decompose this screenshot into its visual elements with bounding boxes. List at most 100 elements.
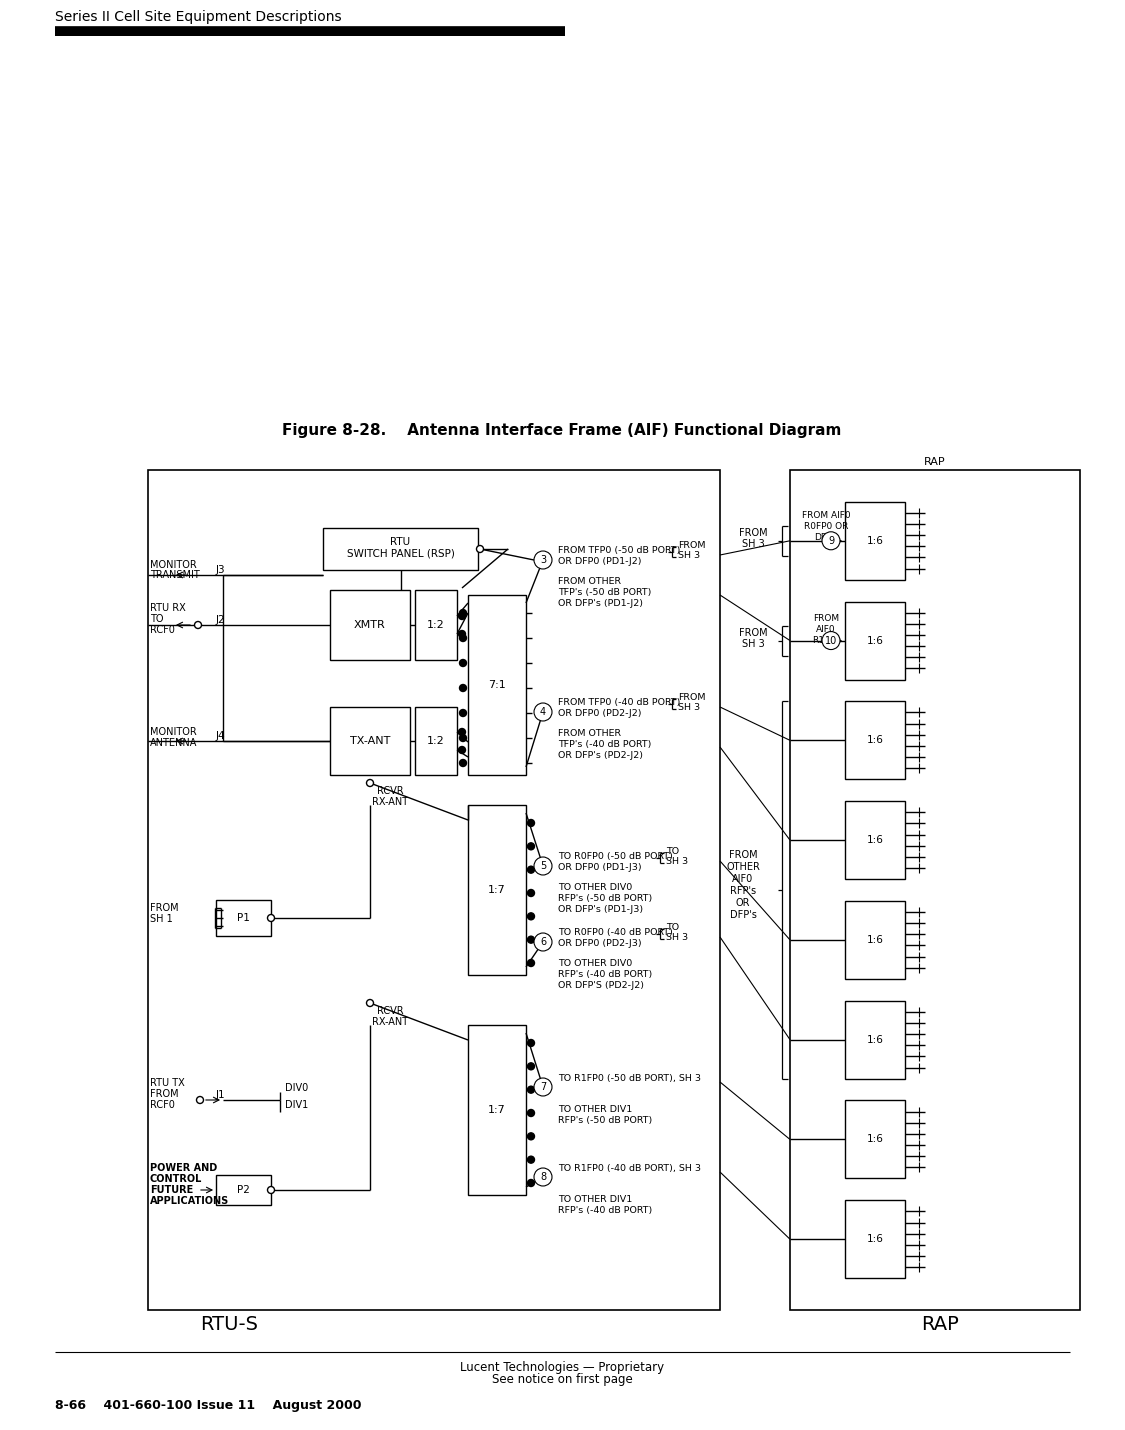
Text: RTU: RTU [390, 538, 411, 548]
Circle shape [195, 622, 201, 629]
Text: MONITOR: MONITOR [150, 561, 197, 571]
Bar [845, 801, 904, 879]
Text: TX-ANT: TX-ANT [350, 736, 390, 746]
Text: OR DFP0 (PD1-J3): OR DFP0 (PD1-J3) [558, 864, 641, 872]
Text: R1FP0: R1FP0 [812, 636, 840, 645]
Text: OR: OR [736, 898, 750, 908]
Text: TO OTHER DIV0: TO OTHER DIV0 [558, 884, 632, 892]
Text: FROM: FROM [678, 694, 705, 702]
Circle shape [477, 545, 484, 552]
Text: XMTR: XMTR [354, 621, 386, 631]
Text: 8-66    401-660-100 Issue 11    August 2000: 8-66 401-660-100 Issue 11 August 2000 [55, 1399, 361, 1411]
Bar [790, 470, 1080, 1310]
Text: 10: 10 [825, 635, 837, 645]
Text: 1:6: 1:6 [866, 735, 883, 745]
Text: AIF0: AIF0 [732, 874, 754, 884]
Circle shape [528, 889, 534, 897]
Text: TO OTHER DIV1: TO OTHER DIV1 [558, 1104, 632, 1114]
Text: TO OTHER DIV0: TO OTHER DIV0 [558, 960, 632, 968]
Text: TO: TO [666, 848, 680, 857]
Text: RCVR: RCVR [377, 787, 404, 797]
Circle shape [459, 685, 467, 692]
Circle shape [528, 842, 534, 849]
Text: OR DFP's (PD1-J3): OR DFP's (PD1-J3) [558, 905, 644, 915]
Text: RFP's (-40 dB PORT): RFP's (-40 dB PORT) [558, 1205, 652, 1214]
Circle shape [459, 728, 466, 735]
Circle shape [528, 1062, 534, 1070]
Text: RFP's (-50 dB PORT): RFP's (-50 dB PORT) [558, 1115, 652, 1124]
Text: OR DFP's (PD2-J2): OR DFP's (PD2-J2) [558, 752, 644, 761]
Bar [216, 899, 271, 937]
Text: 1:6: 1:6 [866, 935, 883, 945]
Bar [845, 502, 904, 579]
Text: RCF0: RCF0 [150, 1100, 174, 1110]
Text: 1:7: 1:7 [488, 885, 506, 895]
Text: ANTENNA: ANTENNA [150, 738, 197, 748]
Text: RX-ANT: RX-ANT [372, 797, 408, 807]
Text: 1:7: 1:7 [488, 1105, 506, 1115]
Text: FROM: FROM [729, 849, 757, 859]
Text: J1: J1 [216, 1090, 226, 1100]
Bar [845, 1101, 904, 1178]
Text: FROM: FROM [678, 542, 705, 551]
Circle shape [268, 1187, 274, 1194]
Text: 1:2: 1:2 [428, 621, 444, 631]
Circle shape [534, 857, 552, 875]
Text: 7: 7 [540, 1083, 546, 1093]
Bar [845, 602, 904, 679]
Circle shape [459, 635, 467, 642]
Circle shape [528, 1180, 534, 1187]
Text: 6: 6 [540, 937, 546, 947]
Bar [468, 595, 526, 775]
Circle shape [367, 779, 374, 786]
Circle shape [528, 937, 534, 944]
Bar [845, 701, 904, 779]
Text: TO OTHER DIV1: TO OTHER DIV1 [558, 1194, 632, 1204]
Circle shape [534, 1078, 552, 1095]
Text: TO R1FP0 (-50 dB PORT), SH 3: TO R1FP0 (-50 dB PORT), SH 3 [558, 1074, 701, 1083]
Bar [216, 1175, 271, 1205]
Text: SH 1: SH 1 [150, 914, 173, 924]
Circle shape [534, 551, 552, 569]
Circle shape [528, 1040, 534, 1047]
Circle shape [459, 612, 466, 619]
Text: RTU RX: RTU RX [150, 603, 186, 613]
Text: 1:2: 1:2 [428, 736, 444, 746]
Bar [323, 528, 478, 571]
Circle shape [528, 867, 534, 874]
Text: 1:6: 1:6 [866, 835, 883, 845]
Bar [468, 805, 526, 975]
Text: TO: TO [150, 613, 163, 623]
Text: RFP's: RFP's [730, 887, 756, 897]
Text: FROM OTHER: FROM OTHER [558, 578, 621, 586]
Circle shape [528, 819, 534, 827]
Circle shape [459, 659, 467, 666]
Text: SH 3: SH 3 [741, 639, 764, 649]
Text: 4: 4 [540, 706, 546, 716]
Text: RCF0: RCF0 [150, 625, 174, 635]
Bar [468, 1025, 526, 1195]
Text: RAP: RAP [925, 458, 946, 468]
Text: APPLICATIONS: APPLICATIONS [150, 1195, 229, 1205]
Circle shape [459, 709, 467, 716]
Text: OR DFP0 (PD1-J2): OR DFP0 (PD1-J2) [558, 558, 641, 566]
Text: Figure 8-28.    Antenna Interface Frame (AIF) Functional Diagram: Figure 8-28. Antenna Interface Frame (AI… [282, 422, 842, 438]
Circle shape [528, 960, 534, 967]
Bar [148, 470, 720, 1310]
Text: FROM OTHER: FROM OTHER [558, 729, 621, 738]
Bar [845, 1200, 904, 1278]
Circle shape [528, 1087, 534, 1093]
Text: OR DFP's (PD1-J2): OR DFP's (PD1-J2) [558, 599, 644, 609]
Text: POWER AND: POWER AND [150, 1163, 217, 1173]
Text: SH 3: SH 3 [678, 704, 700, 712]
Text: RFP's (-50 dB PORT): RFP's (-50 dB PORT) [558, 895, 652, 904]
Bar [415, 706, 457, 775]
Text: RAP: RAP [921, 1316, 958, 1334]
Text: OR DFP'S (PD2-J2): OR DFP'S (PD2-J2) [558, 981, 644, 991]
Circle shape [528, 1157, 534, 1163]
Text: DIV0: DIV0 [285, 1083, 308, 1093]
Text: FROM TFP0 (-50 dB PORT): FROM TFP0 (-50 dB PORT) [558, 546, 681, 555]
Text: TFP's (-40 dB PORT): TFP's (-40 dB PORT) [558, 741, 651, 749]
Text: TO R0FP0 (-50 dB PORT): TO R0FP0 (-50 dB PORT) [558, 852, 673, 861]
Text: RFP's (-40 dB PORT): RFP's (-40 dB PORT) [558, 971, 652, 980]
